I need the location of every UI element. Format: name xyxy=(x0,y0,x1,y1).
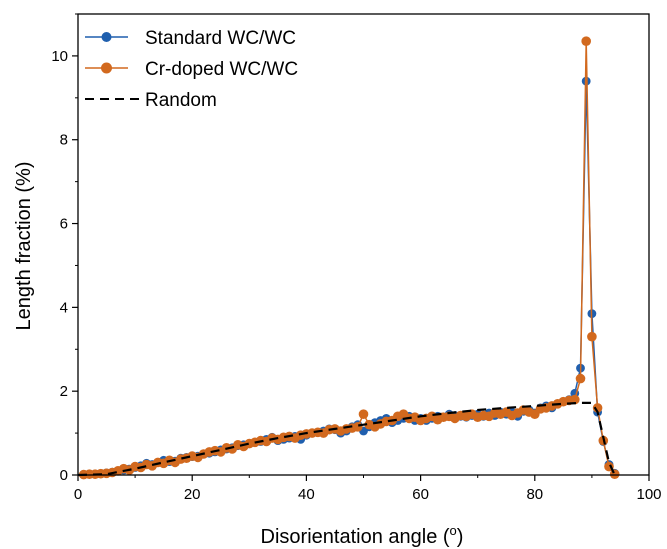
x-tick-label-5: 100 xyxy=(636,486,661,503)
point-crdoped-88 xyxy=(581,36,591,46)
series-line-random xyxy=(77,401,616,477)
axes-layer: 0 20 40 60 80 100 0 2 4 6 8 10 xyxy=(51,13,662,503)
series-layer xyxy=(77,36,620,480)
legend: Standard WC/WC Cr-doped WC/WC Random xyxy=(85,28,298,111)
y-tick-label-2: 4 xyxy=(60,299,68,316)
legend-marker-crdoped xyxy=(101,62,112,74)
point-crdoped-86 xyxy=(570,394,580,405)
x-axis-title-main: Disorientation angle ( xyxy=(261,526,450,548)
legend-label-standard: Standard WC/WC xyxy=(145,28,296,49)
x-axis-title-sup: o xyxy=(450,523,457,538)
legend-item-standard: Standard WC/WC xyxy=(85,28,296,49)
point-crdoped-89 xyxy=(587,331,597,342)
point-crdoped-87 xyxy=(575,373,586,384)
x-tick-label-3: 60 xyxy=(412,486,429,503)
point-crdoped-48 xyxy=(353,422,363,432)
y-tick-label-3: 6 xyxy=(60,216,68,233)
point-crdoped-93 xyxy=(609,469,620,480)
y-tick-label-4: 8 xyxy=(60,132,68,149)
x-tick-label-2: 40 xyxy=(298,486,315,503)
x-tick-label-0: 0 xyxy=(74,486,82,503)
x-tick-label-1: 20 xyxy=(184,486,201,503)
point-crdoped-49 xyxy=(358,409,369,420)
x-tick-label-4: 80 xyxy=(526,486,543,503)
legend-marker-standard xyxy=(101,32,112,42)
y-axis-title: Length fraction (%) xyxy=(13,162,35,331)
legend-item-random: Random xyxy=(85,90,217,111)
legend-label-crdoped: Cr-doped WC/WC xyxy=(145,59,298,80)
y-tick-label-5: 10 xyxy=(51,48,68,65)
x-axis-title-end: ) xyxy=(457,526,464,548)
legend-label-random: Random xyxy=(145,90,217,111)
y-tick-label-1: 2 xyxy=(60,383,68,400)
legend-item-crdoped: Cr-doped WC/WC xyxy=(85,59,298,80)
x-axis-title: Disorientation angle (o) xyxy=(261,523,464,548)
y-tick-label-0: 0 xyxy=(60,467,68,484)
